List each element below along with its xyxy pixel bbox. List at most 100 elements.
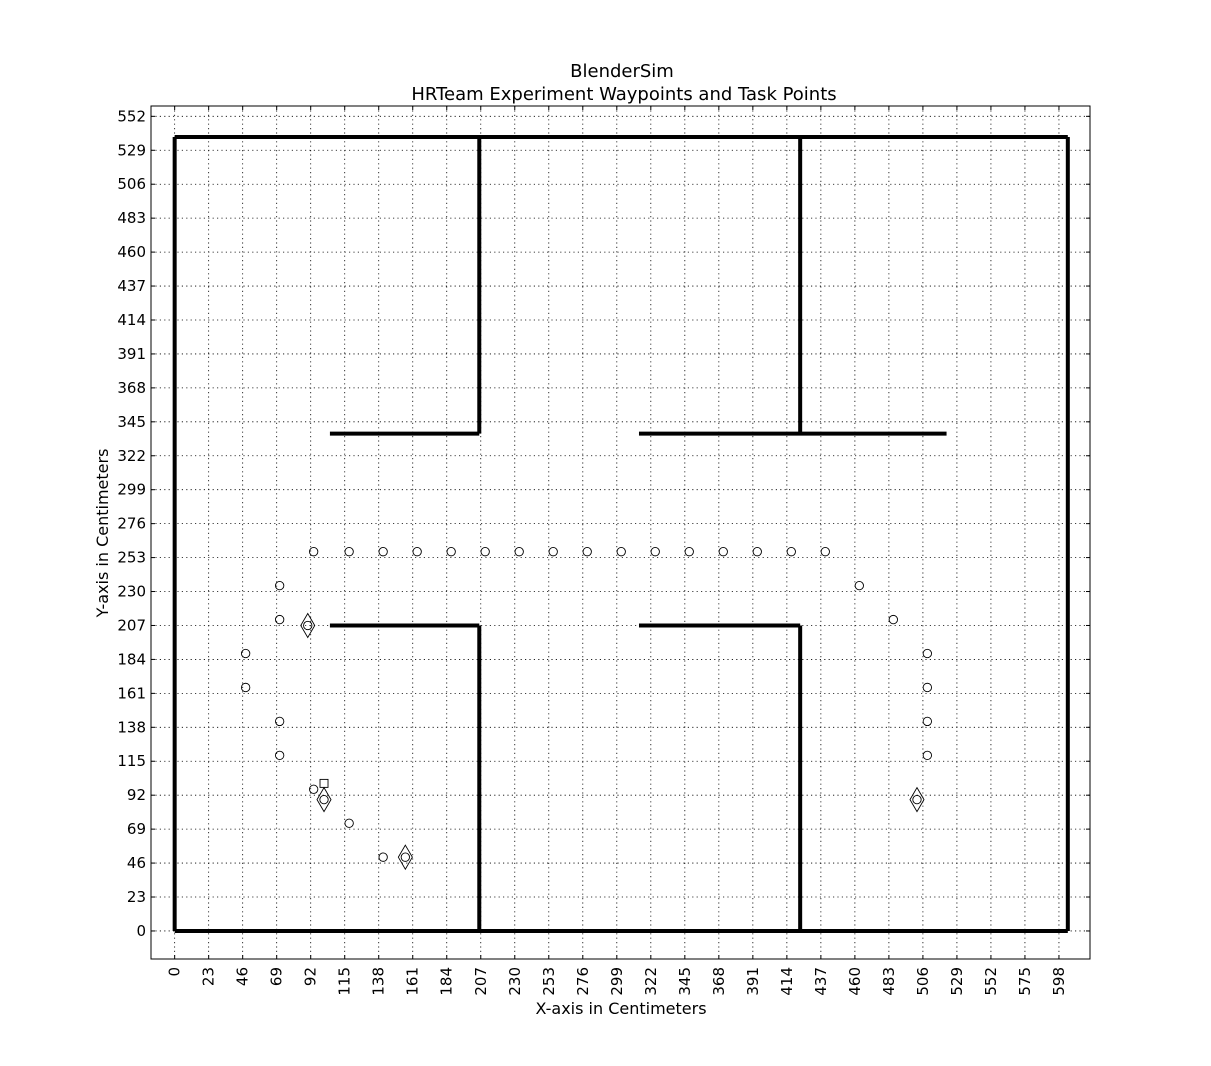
x-tick-label: 322 (642, 967, 660, 996)
waypoint-marker (275, 614, 285, 625)
waypoint-marker (922, 750, 932, 760)
y-tick-label: 207 (117, 616, 146, 634)
x-tick-label: 92 (302, 967, 320, 986)
x-tick-label: 391 (744, 967, 762, 996)
y-tick-label: 230 (117, 583, 146, 601)
waypoint-marker (854, 580, 864, 591)
x-tick-label: 414 (778, 967, 796, 996)
x-tick-label: 598 (1050, 967, 1068, 996)
y-axis-label: Y-axis in Centimeters (93, 449, 112, 619)
x-tick-label: 161 (404, 967, 422, 996)
x-tick-label: 552 (982, 967, 1000, 996)
waypoint-marker (240, 648, 251, 659)
y-tick-label: 184 (117, 650, 146, 668)
y-tick-label: 368 (117, 379, 146, 397)
waypoint-marker (240, 682, 251, 693)
y-tick-label: 437 (117, 277, 146, 295)
waypoint-marker (378, 547, 388, 557)
y-tick-label: 299 (117, 481, 146, 499)
x-axis-label: X-axis in Centimeters (535, 999, 706, 1018)
waypoint-marker (378, 852, 388, 862)
x-tick-label: 276 (574, 967, 592, 996)
x-tick-label: 345 (676, 967, 694, 996)
y-tick-label: 483 (117, 209, 146, 227)
waypoint-marker (446, 547, 456, 557)
task-point-marker (909, 786, 925, 813)
y-tick-label: 345 (117, 413, 146, 431)
waypoint-marker (344, 547, 354, 557)
waypoint-marker (922, 682, 932, 693)
x-tick-label: 115 (336, 967, 354, 996)
chart-subtitle: HRTeam Experiment Waypoints and Task Poi… (411, 84, 836, 105)
x-tick-label: 460 (846, 967, 864, 996)
waypoint-marker (786, 547, 796, 557)
x-tick-label: 184 (438, 967, 456, 996)
waypoint-marker (480, 547, 490, 557)
x-tick-label: 506 (914, 967, 932, 996)
y-tick-label: 460 (117, 243, 146, 261)
x-tick-label: 253 (540, 967, 558, 996)
task-point-marker (316, 786, 332, 813)
waypoint-marker (888, 614, 898, 625)
waypoint-marker (275, 580, 285, 591)
x-tick-label: 575 (1016, 967, 1034, 996)
x-tick-label: 368 (710, 967, 728, 996)
y-tick-label: 0 (136, 922, 146, 940)
waypoint-marker (275, 750, 285, 760)
waypoint-marker (344, 818, 354, 828)
y-tick-label: 46 (127, 854, 146, 872)
walls (172, 134, 1070, 933)
x-tick-label: 299 (608, 967, 626, 996)
waypoint-marker (820, 547, 830, 557)
waypoint-marker (684, 547, 694, 557)
x-tick-label: 437 (812, 967, 830, 996)
y-tick-label: 115 (117, 752, 146, 770)
waypoint-marker (548, 547, 558, 557)
y-tick-label: 92 (127, 786, 146, 804)
x-tick-label: 23 (200, 967, 218, 986)
plot-frame (150, 105, 1091, 960)
x-tick-label: 69 (268, 967, 286, 986)
waypoint-marker (275, 716, 285, 727)
y-tick-label: 529 (117, 141, 146, 159)
y-tick-label: 322 (117, 447, 146, 465)
waypoint-marker (922, 716, 932, 727)
y-tick-label: 506 (117, 175, 146, 193)
x-tick-label: 230 (506, 967, 524, 996)
y-tick-label: 552 (117, 107, 146, 125)
square-marker (319, 778, 329, 788)
waypoint-marker (922, 648, 932, 659)
task-point-marker (300, 612, 316, 639)
y-tick-label: 138 (117, 718, 146, 736)
y-tick-label: 253 (117, 549, 146, 567)
x-tick-label: 483 (880, 967, 898, 996)
waypoint-marker (400, 852, 410, 862)
waypoint-marker (582, 547, 592, 557)
y-tick-label: 414 (117, 311, 146, 329)
y-tick-label: 391 (117, 345, 146, 363)
x-tick-label: 46 (234, 967, 252, 986)
waypoint-marker (309, 547, 319, 557)
waypoint-marker (912, 794, 922, 805)
waypoint-marker (752, 547, 762, 557)
grid (151, 106, 1090, 959)
waypoint-marker (303, 620, 313, 631)
ticks: 0 23 46 69 92 115 138 161 184 207 230 253 276 299 322 3… (117, 106, 1090, 996)
y-tick-label: 69 (127, 820, 146, 838)
waypoint-marker (309, 784, 319, 794)
y-tick-label: 276 (117, 515, 146, 533)
waypoint-marker (514, 547, 524, 557)
y-tick-label: 161 (117, 684, 146, 702)
waypoint-marker (650, 547, 660, 557)
x-tick-label: 0 (166, 967, 184, 977)
chart-title: BlenderSim (570, 61, 674, 82)
x-tick-label: 138 (370, 967, 388, 996)
points (240, 547, 932, 871)
task-point-marker (397, 844, 413, 871)
y-tick-label: 23 (127, 888, 146, 906)
x-tick-label: 529 (948, 967, 966, 996)
waypoint-marker (616, 547, 626, 557)
x-tick-label: 207 (472, 967, 490, 996)
waypoint-marker (319, 794, 329, 805)
